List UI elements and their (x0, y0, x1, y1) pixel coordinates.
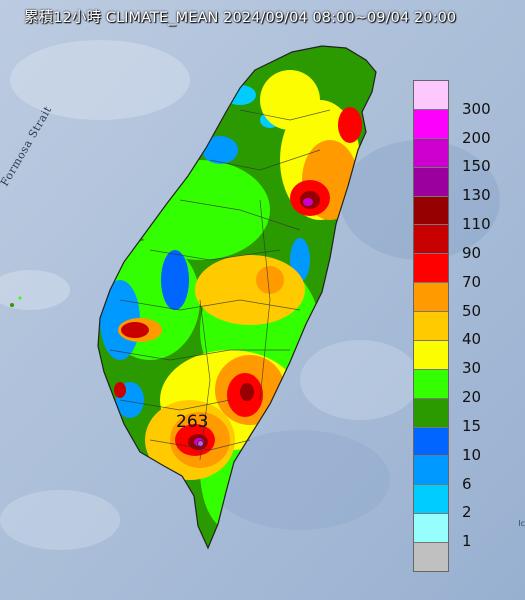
legend-level-label: 90 (462, 243, 482, 262)
legend-swatch (414, 196, 448, 226)
legend-level-label: 50 (462, 301, 482, 320)
legend-level-label: 110 (462, 215, 491, 234)
legend-swatch (414, 109, 448, 139)
peak-rainfall-label: 263 (176, 412, 209, 432)
minor-island (10, 303, 14, 307)
legend-level-label: 70 (462, 272, 482, 291)
legend-swatch (414, 340, 448, 370)
map-title: 累積12小時 CLIMATE_MEAN 2024/09/04 08:00~09/… (24, 10, 457, 26)
legend-level-label: 10 (462, 445, 482, 464)
legend-swatch (414, 427, 448, 457)
cloud-texture (10, 40, 190, 120)
legend-swatch (414, 398, 448, 428)
minor-island (18, 296, 22, 300)
legend-swatch (414, 485, 448, 515)
edge-label: Ic (518, 519, 525, 528)
legend-swatch (414, 225, 448, 255)
legend-level-label: 150 (462, 157, 491, 176)
peak-marker (197, 440, 204, 447)
legend-swatch (414, 138, 448, 168)
legend-swatch (414, 81, 448, 110)
coastline (97, 45, 377, 550)
legend-swatch (414, 369, 448, 399)
legend-swatch (414, 254, 448, 284)
legend-swatch (414, 456, 448, 486)
cloud-texture (300, 340, 420, 420)
legend-level-label: 130 (462, 186, 491, 205)
legend-swatch (414, 543, 448, 571)
color-legend (413, 80, 449, 572)
legend-swatch (414, 283, 448, 312)
legend-level-label: 1 (462, 532, 472, 551)
legend-swatch (414, 312, 448, 341)
legend-swatch (414, 514, 448, 543)
cloud-texture (210, 430, 390, 530)
legend-level-label: 2 (462, 503, 472, 522)
legend-level-label: 15 (462, 416, 482, 435)
county-boundaries (109, 109, 331, 461)
legend-level-label: 300 (462, 99, 491, 118)
legend-swatch (414, 167, 448, 197)
cloud-texture (0, 270, 70, 310)
legend-level-label: 40 (462, 330, 482, 349)
cloud-texture (0, 490, 120, 550)
legend-level-label: 200 (462, 128, 491, 147)
legend-level-label: 30 (462, 359, 482, 378)
legend-level-label: 6 (462, 474, 472, 493)
legend-level-label: 20 (462, 388, 482, 407)
